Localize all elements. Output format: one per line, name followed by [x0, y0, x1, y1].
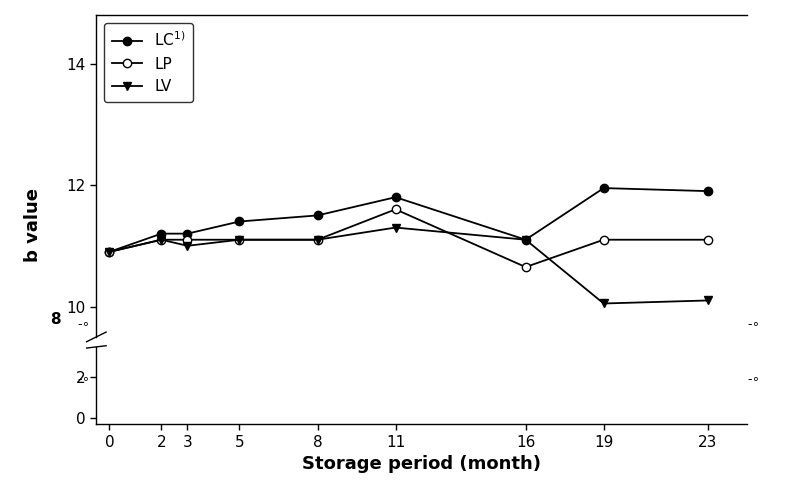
Text: 8: 8	[50, 312, 60, 327]
LC$^{1)}$	[702, 173, 711, 179]
LP	[520, 264, 530, 270]
LV	[234, 189, 244, 195]
Line: LC$^{1)}$: LC$^{1)}$	[105, 171, 711, 201]
LV	[182, 243, 192, 249]
LV	[598, 211, 608, 217]
Text: b value: b value	[24, 188, 42, 261]
LP	[182, 189, 192, 195]
Text: -$\circ$: -$\circ$	[77, 371, 89, 384]
LP	[391, 179, 400, 185]
LP	[104, 249, 114, 255]
LV	[312, 189, 322, 195]
X-axis label: Storage period (month): Storage period (month)	[302, 455, 541, 473]
LV	[391, 225, 400, 231]
LV	[520, 237, 530, 243]
LC$^{1)}$	[598, 172, 608, 178]
Text: -$\circ$: -$\circ$	[77, 316, 89, 329]
LV	[156, 237, 166, 243]
LC$^{1)}$	[156, 231, 166, 237]
LC$^{1)}$	[702, 188, 711, 194]
Line: LC$^{1)}$: LC$^{1)}$	[105, 184, 711, 256]
LV	[312, 237, 322, 243]
Text: -$\circ$: -$\circ$	[746, 371, 758, 384]
LC$^{1)}$	[312, 213, 322, 219]
LP	[312, 189, 322, 195]
LV	[598, 300, 608, 306]
LV	[104, 194, 114, 200]
LC$^{1)}$	[312, 181, 322, 187]
Text: -$\circ$: -$\circ$	[746, 316, 758, 329]
LC$^{1)}$	[104, 194, 114, 200]
LC$^{1)}$	[234, 183, 244, 189]
Legend: LC$^{1)}$, LP, LV: LC$^{1)}$, LP, LV	[104, 22, 193, 102]
LP	[312, 237, 322, 243]
LC$^{1)}$	[234, 219, 244, 225]
Line: LV: LV	[105, 224, 711, 308]
LP	[702, 237, 711, 243]
LP	[234, 237, 244, 243]
Line: LP: LP	[105, 205, 711, 271]
LC$^{1)}$	[156, 187, 166, 193]
LP	[104, 194, 114, 200]
LV	[520, 189, 530, 195]
LC$^{1)}$	[104, 249, 114, 255]
LP	[391, 207, 400, 213]
LC$^{1)}$	[520, 189, 530, 195]
LP	[598, 189, 608, 195]
LC$^{1)}$	[182, 187, 192, 193]
LV	[391, 185, 400, 191]
LC$^{1)}$	[182, 231, 192, 237]
LV	[104, 249, 114, 255]
LV	[234, 237, 244, 243]
LC$^{1)}$	[598, 185, 608, 191]
LP	[520, 199, 530, 205]
Line: LP: LP	[105, 178, 711, 206]
LP	[156, 237, 166, 243]
LV	[702, 210, 711, 216]
LC$^{1)}$	[520, 237, 530, 243]
LP	[182, 237, 192, 243]
LP	[598, 237, 608, 243]
LV	[702, 297, 711, 303]
LV	[182, 192, 192, 198]
LV	[156, 189, 166, 195]
LP	[702, 189, 711, 195]
Line: LV: LV	[105, 184, 711, 218]
LP	[156, 189, 166, 195]
LC$^{1)}$	[391, 194, 400, 200]
LC$^{1)}$	[391, 175, 400, 181]
LP	[234, 189, 244, 195]
